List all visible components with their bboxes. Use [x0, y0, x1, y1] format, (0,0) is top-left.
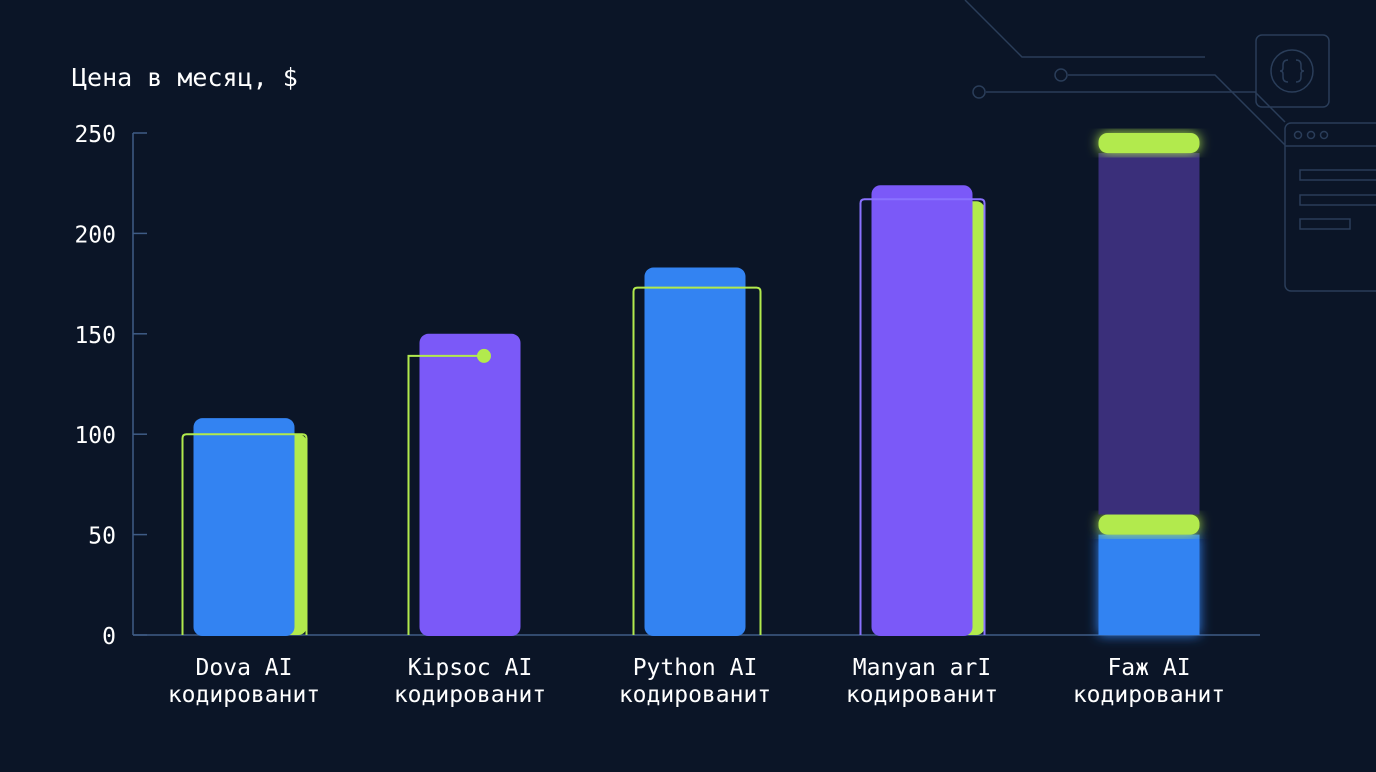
x-tick-label: Kipsoc AI	[408, 655, 533, 681]
bar-segment	[1098, 514, 1200, 535]
bar	[644, 267, 746, 636]
text-line-placeholder	[1299, 218, 1351, 230]
bar-outline	[632, 286, 762, 635]
x-tick-label: кодированит	[1073, 682, 1225, 708]
y-tick-label: 250	[74, 122, 116, 148]
y-tick-label: 0	[102, 624, 116, 650]
code-chip-icon	[1255, 34, 1330, 108]
bar	[871, 185, 973, 636]
bar-segment	[1098, 153, 1200, 515]
bar-outline	[859, 198, 986, 635]
x-tick-label: Dova AI	[196, 655, 293, 681]
bar	[193, 418, 295, 636]
circuit-trace	[986, 91, 1286, 123]
y-tick-label: 100	[74, 423, 116, 449]
y-tick-label: 200	[74, 222, 116, 248]
circuit-node	[972, 85, 986, 99]
y-axis-ticks: 0 50 100 150 200 250	[74, 122, 147, 650]
bar-outline	[407, 354, 484, 635]
bar-group	[632, 267, 762, 636]
circuit-node	[1054, 68, 1068, 82]
x-tick-label: Manyan arI	[853, 655, 991, 681]
window-dot	[1306, 130, 1316, 140]
text-line-placeholder	[1299, 194, 1376, 206]
x-tick-label: кодированит	[394, 682, 546, 708]
window-dot	[1319, 130, 1329, 140]
code-braces-icon	[1270, 49, 1314, 93]
y-tick-label: 50	[88, 524, 116, 550]
browser-window-icon	[1284, 122, 1376, 292]
bar-group	[1098, 133, 1200, 635]
brace-right-glyph	[1295, 59, 1305, 83]
bar-segment	[1098, 534, 1200, 635]
circuit-trace	[1068, 74, 1286, 146]
y-tick-label: 150	[74, 323, 116, 349]
x-tick-label: кодированит	[168, 682, 320, 708]
bar-group	[181, 418, 308, 636]
bar-outline	[181, 433, 308, 635]
bar	[419, 333, 521, 636]
window-dot	[1293, 130, 1303, 140]
x-tick-label: кодированит	[619, 682, 771, 708]
x-tick-label: Faж AI	[1107, 655, 1190, 681]
chart-title: Цена в месяц, $	[72, 63, 298, 92]
bar-group	[859, 185, 986, 636]
text-line-placeholder	[1299, 169, 1376, 181]
x-tick-label: кодированит	[846, 682, 998, 708]
circuit-trace	[964, 0, 1205, 58]
circuit-decoration	[964, 0, 1376, 292]
bar-group	[407, 333, 521, 636]
bar-segment	[1098, 133, 1200, 154]
bars	[181, 133, 1200, 636]
x-tick-label: Python AI	[633, 655, 758, 681]
bar-marker-dot	[477, 348, 491, 363]
brace-left-glyph	[1279, 59, 1289, 83]
